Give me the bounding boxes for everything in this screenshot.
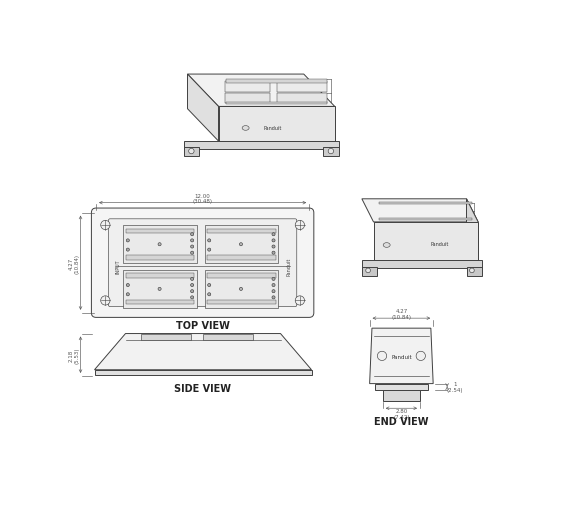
Bar (141, 334, 192, 340)
Bar (125, 256, 194, 260)
Bar (95, 370, 311, 376)
Bar (207, 230, 276, 234)
Polygon shape (184, 148, 199, 157)
Text: 2.80
(7.42): 2.80 (7.42) (393, 408, 410, 419)
Circle shape (272, 233, 275, 236)
Bar (203, 334, 254, 340)
Circle shape (272, 239, 275, 242)
Bar (125, 274, 194, 278)
Polygon shape (218, 107, 335, 142)
Text: SIDE VIEW: SIDE VIEW (174, 383, 231, 393)
Circle shape (190, 239, 194, 242)
Polygon shape (362, 267, 377, 276)
Text: 4.27
(10.84): 4.27 (10.84) (392, 308, 412, 319)
Text: END VIEW: END VIEW (374, 416, 429, 426)
Circle shape (272, 290, 275, 293)
Circle shape (207, 284, 211, 287)
Polygon shape (369, 328, 433, 384)
Circle shape (158, 288, 161, 291)
Polygon shape (362, 261, 482, 269)
Circle shape (272, 245, 275, 248)
Circle shape (127, 239, 129, 242)
Circle shape (190, 278, 194, 281)
Circle shape (190, 245, 194, 248)
Text: INPUT: INPUT (115, 259, 120, 273)
Circle shape (239, 288, 242, 291)
Circle shape (127, 284, 129, 287)
Polygon shape (95, 334, 311, 370)
Text: 2.18
(5.53): 2.18 (5.53) (69, 347, 80, 363)
Circle shape (190, 284, 194, 287)
Circle shape (416, 352, 425, 361)
Bar (123, 270, 197, 308)
Circle shape (207, 248, 211, 251)
Bar (205, 270, 278, 308)
Circle shape (190, 290, 194, 293)
Text: Panduit: Panduit (287, 257, 291, 275)
Text: Panduit: Panduit (391, 355, 412, 360)
Polygon shape (323, 148, 339, 157)
Bar (125, 300, 194, 305)
Text: Panduit: Panduit (263, 126, 282, 131)
Bar (374, 384, 428, 390)
Polygon shape (466, 200, 478, 261)
Text: Panduit: Panduit (430, 241, 449, 246)
Circle shape (272, 278, 275, 281)
Circle shape (328, 149, 333, 154)
Circle shape (239, 243, 242, 246)
Bar (125, 230, 194, 234)
Polygon shape (188, 75, 218, 142)
Circle shape (101, 221, 110, 230)
Bar (226, 103, 327, 105)
Circle shape (272, 251, 275, 254)
FancyBboxPatch shape (108, 219, 297, 307)
Text: 4.27
(10.84): 4.27 (10.84) (69, 253, 80, 273)
Circle shape (158, 243, 161, 246)
Polygon shape (362, 200, 478, 222)
Text: 1
(2.54): 1 (2.54) (447, 382, 463, 392)
Bar (207, 300, 276, 305)
Circle shape (190, 251, 194, 254)
Circle shape (272, 296, 275, 299)
Bar (226, 80, 327, 83)
Text: TOP VIEW: TOP VIEW (176, 321, 230, 330)
Ellipse shape (383, 243, 390, 248)
Circle shape (207, 239, 211, 242)
Circle shape (101, 296, 110, 305)
FancyBboxPatch shape (91, 209, 314, 318)
Bar (379, 219, 472, 221)
Circle shape (189, 149, 194, 154)
Bar (276, 94, 327, 103)
Circle shape (272, 284, 275, 287)
Bar (207, 256, 276, 260)
Bar (205, 225, 278, 264)
Bar (225, 82, 270, 93)
Bar (123, 225, 197, 264)
Polygon shape (188, 75, 335, 107)
Circle shape (207, 293, 211, 296)
Bar (379, 203, 472, 205)
Polygon shape (373, 222, 478, 261)
Bar (207, 274, 276, 278)
Circle shape (127, 293, 129, 296)
Circle shape (127, 248, 129, 251)
Polygon shape (184, 142, 339, 150)
Polygon shape (466, 267, 482, 276)
Text: 12.00
(30.48): 12.00 (30.48) (193, 193, 213, 204)
Circle shape (190, 296, 194, 299)
Circle shape (295, 296, 304, 305)
Circle shape (470, 269, 474, 273)
Bar (383, 390, 420, 401)
Circle shape (295, 221, 304, 230)
Bar (225, 94, 270, 103)
Circle shape (377, 352, 386, 361)
Circle shape (366, 269, 370, 273)
Bar (276, 82, 327, 93)
Circle shape (190, 233, 194, 236)
Ellipse shape (242, 126, 249, 131)
